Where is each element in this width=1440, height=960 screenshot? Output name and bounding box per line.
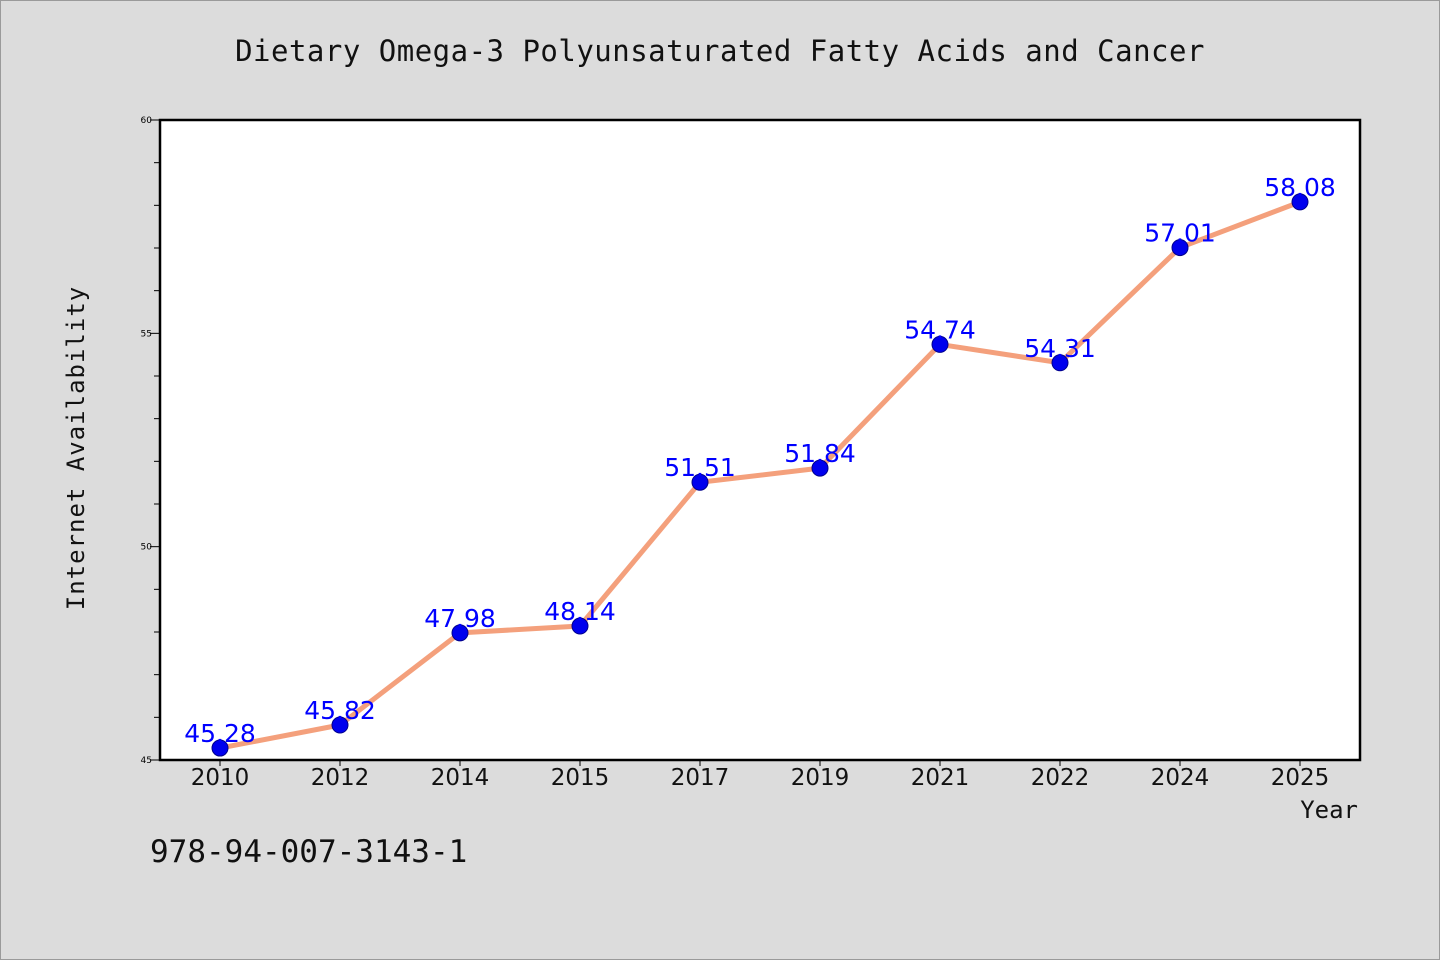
data-point bbox=[1051, 354, 1069, 372]
x-tick-label: 2019 bbox=[791, 765, 850, 791]
y-tick-label: 45 bbox=[141, 756, 152, 766]
data-label: 47.98 bbox=[424, 604, 496, 633]
x-tick-label: 2014 bbox=[431, 765, 490, 791]
data-label: 51.51 bbox=[664, 453, 736, 482]
data-point bbox=[451, 624, 469, 642]
x-tick-label: 2017 bbox=[671, 765, 730, 791]
data-label: 45.82 bbox=[304, 696, 376, 725]
x-tick-label: 2012 bbox=[311, 765, 370, 791]
x-tick-label: 2024 bbox=[1151, 765, 1210, 791]
data-label: 45.28 bbox=[184, 719, 256, 748]
data-point bbox=[691, 473, 709, 491]
data-label: 57.01 bbox=[1144, 219, 1216, 248]
y-tick-label: 50 bbox=[141, 543, 153, 553]
data-point bbox=[1291, 193, 1309, 211]
plot-area bbox=[158, 118, 1362, 762]
data-point bbox=[571, 617, 589, 635]
x-tick-label: 2025 bbox=[1271, 765, 1330, 791]
x-tick-label: 2021 bbox=[911, 765, 970, 791]
data-label: 58.08 bbox=[1264, 173, 1336, 202]
chart-title: Dietary Omega-3 Polyunsaturated Fatty Ac… bbox=[235, 34, 1205, 68]
x-axis-label: Year bbox=[1300, 796, 1358, 824]
x-tick-label: 2010 bbox=[191, 765, 250, 791]
y-tick-label: 55 bbox=[141, 329, 152, 339]
x-tick-label: 2015 bbox=[551, 765, 610, 791]
data-label: 48.14 bbox=[544, 597, 616, 626]
data-label: 51.84 bbox=[784, 439, 856, 468]
y-tick-label: 60 bbox=[141, 116, 153, 126]
data-point bbox=[211, 739, 229, 757]
x-tick-label: 2022 bbox=[1031, 765, 1090, 791]
series-line bbox=[217, 199, 1303, 751]
data-point bbox=[331, 716, 349, 734]
isbn-text: 978-94-007-3143-1 bbox=[150, 834, 468, 870]
data-point bbox=[811, 459, 829, 477]
data-label: 54.74 bbox=[904, 315, 976, 344]
data-point bbox=[931, 335, 949, 353]
data-label: 54.31 bbox=[1024, 334, 1096, 363]
data-point bbox=[1171, 239, 1189, 257]
